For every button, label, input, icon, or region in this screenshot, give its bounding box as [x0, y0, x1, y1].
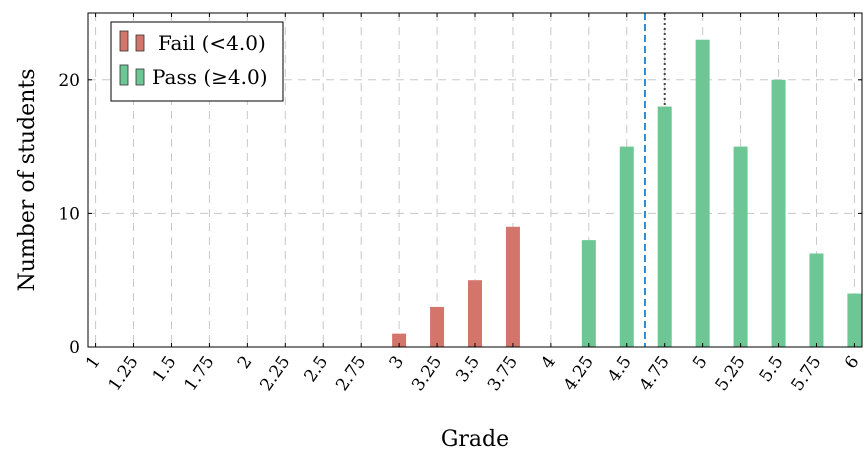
- bar: [619, 146, 634, 347]
- x-tick-label: 6: [841, 352, 864, 372]
- x-tick-label: 5.75: [787, 352, 825, 394]
- x-tick-label: 3: [386, 352, 409, 372]
- x-tick-label: 2.5: [300, 352, 332, 386]
- bar: [505, 226, 520, 347]
- bar: [468, 280, 482, 347]
- x-tick-label: 1: [82, 352, 105, 372]
- legend-swatch: [135, 34, 145, 52]
- x-tick-label: 1.75: [180, 352, 218, 394]
- legend-label: Pass (≥4.0): [152, 65, 268, 89]
- legend-swatch: [119, 30, 129, 52]
- y-axis-title: Number of students: [15, 69, 40, 292]
- bar: [581, 240, 596, 347]
- x-tick-label: 5.25: [712, 352, 750, 394]
- bar: [733, 146, 748, 347]
- y-tick-label: 10: [58, 204, 80, 224]
- x-tick-label: 4.25: [560, 352, 598, 394]
- x-tick-label: 3.75: [484, 352, 522, 394]
- legend: Fail (<4.0) Pass (≥4.0): [110, 21, 284, 102]
- x-tick-label: 1.25: [105, 352, 143, 394]
- x-tick-label: 5.5: [756, 352, 788, 386]
- x-tick-label: 2.75: [332, 352, 370, 394]
- x-axis-title: Grade: [441, 427, 509, 452]
- bar: [809, 253, 824, 347]
- x-tick-label: 5: [689, 352, 712, 372]
- bars: [392, 39, 862, 348]
- x-tick-label: 4: [537, 352, 560, 372]
- bar: [695, 39, 710, 347]
- x-tick-label: 2.25: [256, 352, 294, 394]
- y-tick-label: 20: [58, 71, 80, 91]
- x-tick-label: 4.75: [636, 352, 674, 394]
- legend-label: Fail (<4.0): [158, 31, 266, 55]
- bar: [657, 106, 672, 348]
- legend-swatch: [135, 68, 145, 86]
- x-tick-label: 3.5: [452, 352, 484, 386]
- x-tick-label: 3.25: [408, 352, 446, 394]
- bar: [392, 333, 407, 347]
- bar: [771, 79, 786, 348]
- bar: [430, 306, 445, 347]
- x-tick-label: 2: [234, 352, 257, 372]
- x-tick-label: 1.5: [149, 352, 181, 386]
- legend-swatch: [119, 64, 129, 86]
- y-tick-label: 0: [69, 338, 80, 358]
- bar: [847, 293, 862, 347]
- x-tick-label: 4.5: [604, 352, 636, 386]
